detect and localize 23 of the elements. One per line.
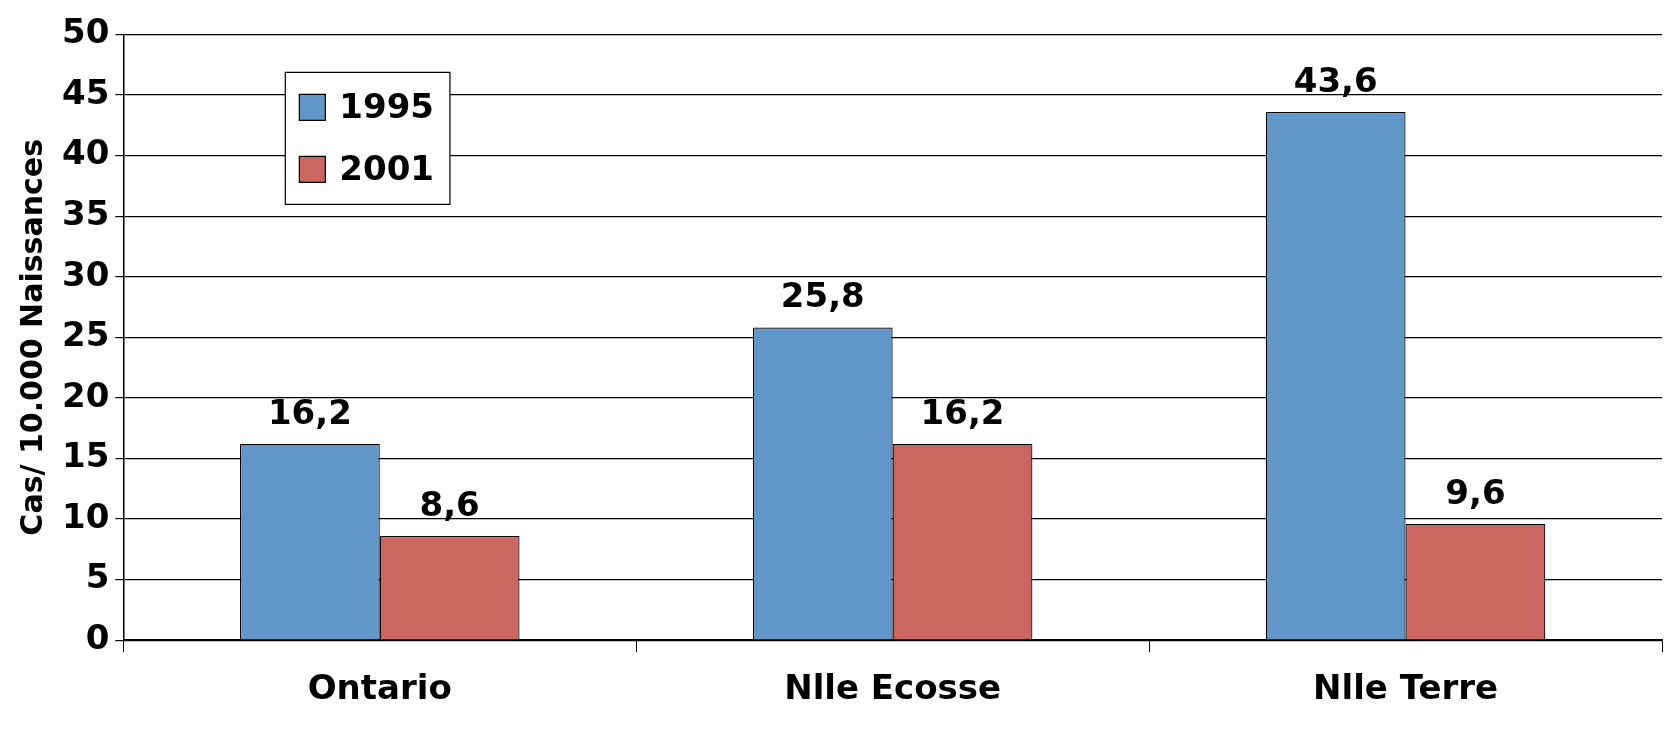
- y-tick-label: 10: [61, 495, 110, 536]
- x-tick-label: Ontario: [307, 667, 452, 708]
- data-label: 25,8: [780, 275, 865, 316]
- x-tick-label: Nlle Terre: [1313, 667, 1499, 708]
- x-tick-label: Nlle Ecosse: [784, 667, 1002, 708]
- y-tick-label: 25: [61, 314, 110, 355]
- y-tick-label: 5: [85, 556, 110, 597]
- y-tick-label: 0: [85, 617, 110, 658]
- y-tick-label: 30: [61, 253, 110, 294]
- legend-label: 2001: [339, 148, 434, 189]
- y-tick-label: 35: [61, 192, 110, 233]
- legend-label: 1995: [339, 86, 434, 127]
- data-label: 9,6: [1445, 471, 1506, 512]
- y-tick-label: 20: [61, 374, 110, 415]
- y-tick-label: 45: [61, 71, 110, 112]
- y-tick-label: 15: [61, 435, 110, 476]
- data-label: 43,6: [1293, 59, 1378, 100]
- data-label: 16,2: [920, 391, 1005, 432]
- data-label: 8,6: [419, 483, 480, 524]
- y-axis-title: Cas/ 10.000 Naissances: [13, 138, 49, 536]
- y-tick-label: 50: [61, 11, 110, 52]
- data-label: 16,2: [267, 391, 352, 432]
- y-tick-label: 40: [61, 132, 110, 173]
